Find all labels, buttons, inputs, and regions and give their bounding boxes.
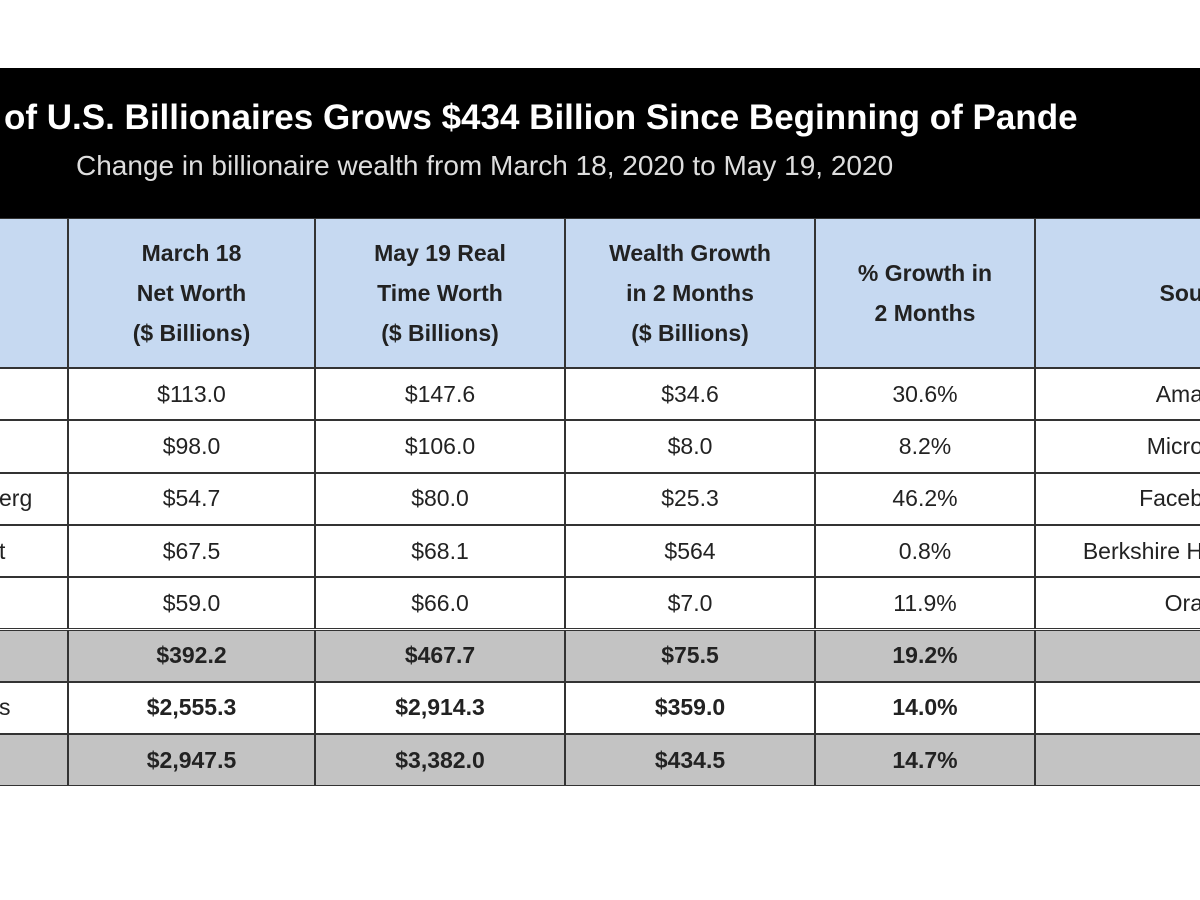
table-cell: $2,555.3 [68, 681, 315, 735]
header-cell: Sou [1035, 218, 1200, 368]
table-cell: $467.7 [315, 629, 565, 682]
table-cell: 30.6% [815, 368, 1035, 421]
header-cell: Wealth Growth in 2 Months ($ Billions) [565, 218, 815, 368]
table-cell: 8.2% [815, 420, 1035, 473]
table-cell: $54.7 [68, 472, 315, 525]
subtitle: Change in billionaire wealth from March … [76, 150, 894, 181]
table-cell: $68.1 [315, 524, 565, 578]
title-band [0, 68, 1200, 218]
name-cell [0, 734, 68, 787]
name-cell [0, 629, 68, 682]
table-cell: $75.5 [565, 629, 815, 682]
source-cell: Berkshire H [1035, 524, 1200, 578]
source-cell [1035, 629, 1200, 682]
table-cell: 14.0% [815, 681, 1035, 735]
table-cell: $67.5 [68, 524, 315, 578]
title: of U.S. Billionaires Grows $434 Billion … [4, 98, 1078, 137]
table-cell: 46.2% [815, 472, 1035, 525]
table-cell: $106.0 [315, 420, 565, 473]
header-cell: % Growth in 2 Months [815, 218, 1035, 368]
table-cell: $25.3 [565, 472, 815, 525]
name-cell [0, 368, 68, 421]
header-cell: March 18 Net Worth ($ Billions) [68, 218, 315, 368]
source-cell: Faceb [1035, 472, 1200, 525]
table-cell: $434.5 [565, 734, 815, 787]
name-cell: erg [0, 472, 68, 525]
header-cell [0, 218, 68, 368]
source-cell: Ama [1035, 368, 1200, 421]
table-cell: $2,914.3 [315, 681, 565, 735]
table-cell: $8.0 [565, 420, 815, 473]
name-cell: s [0, 681, 68, 735]
table-cell: 14.7% [815, 734, 1035, 787]
table-cell: $359.0 [565, 681, 815, 735]
source-cell [1035, 734, 1200, 787]
table-cell: $2,947.5 [68, 734, 315, 787]
table-cell: $98.0 [68, 420, 315, 473]
table-cell: $392.2 [68, 629, 315, 682]
name-cell: t [0, 524, 68, 578]
table-cell: $66.0 [315, 577, 565, 630]
header-cell: May 19 Real Time Worth ($ Billions) [315, 218, 565, 368]
table-cell: $564 [565, 524, 815, 578]
source-cell: Micro [1035, 420, 1200, 473]
table-cell: $147.6 [315, 368, 565, 421]
table-cell: 11.9% [815, 577, 1035, 630]
source-cell: Ora [1035, 577, 1200, 630]
name-cell [0, 577, 68, 630]
table-cell: $80.0 [315, 472, 565, 525]
name-cell [0, 420, 68, 473]
table-cell: 0.8% [815, 524, 1035, 578]
table-cell: 19.2% [815, 629, 1035, 682]
table-cell: $34.6 [565, 368, 815, 421]
table-cell: $113.0 [68, 368, 315, 421]
table-cell: $3,382.0 [315, 734, 565, 787]
table-cell: $59.0 [68, 577, 315, 630]
source-cell [1035, 681, 1200, 735]
table-cell: $7.0 [565, 577, 815, 630]
